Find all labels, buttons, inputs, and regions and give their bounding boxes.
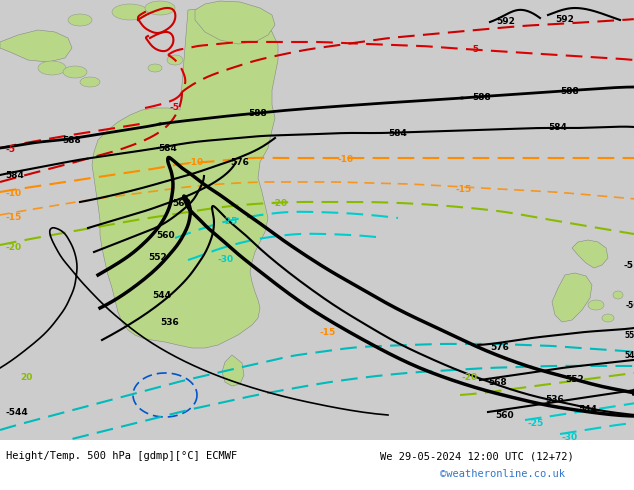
Text: -15: -15: [5, 213, 22, 222]
Text: -56: -56: [626, 301, 634, 310]
Text: 552: 552: [565, 375, 584, 384]
Text: -15: -15: [320, 328, 336, 337]
Ellipse shape: [80, 77, 100, 87]
Ellipse shape: [38, 61, 66, 75]
Polygon shape: [92, 8, 278, 348]
Ellipse shape: [145, 1, 175, 15]
Polygon shape: [222, 355, 244, 386]
Text: -25: -25: [222, 217, 238, 226]
Text: 588: 588: [560, 87, 579, 96]
Polygon shape: [572, 240, 608, 268]
Text: -20: -20: [272, 199, 288, 208]
Text: 588: 588: [248, 109, 267, 118]
Text: 552: 552: [148, 253, 167, 262]
Text: 584: 584: [388, 129, 407, 138]
Ellipse shape: [148, 64, 162, 72]
Text: 536: 536: [160, 318, 179, 327]
Text: -5: -5: [5, 145, 15, 154]
Text: 568: 568: [488, 378, 507, 387]
Text: 576: 576: [490, 343, 509, 352]
Text: -30: -30: [562, 433, 578, 442]
Text: -20: -20: [462, 373, 478, 382]
Text: 592: 592: [555, 15, 574, 24]
Text: 544: 544: [578, 405, 597, 414]
Text: -10: -10: [5, 189, 21, 198]
Polygon shape: [0, 30, 72, 62]
Text: Height/Temp. 500 hPa [gdmp][°C] ECMWF: Height/Temp. 500 hPa [gdmp][°C] ECMWF: [6, 451, 237, 461]
Ellipse shape: [112, 4, 148, 20]
Text: 560: 560: [495, 411, 514, 420]
Text: 560: 560: [156, 231, 174, 240]
Text: -10: -10: [188, 158, 204, 167]
Text: 584: 584: [5, 171, 24, 180]
Text: ©weatheronline.co.uk: ©weatheronline.co.uk: [440, 469, 565, 479]
Text: 588: 588: [62, 136, 81, 145]
Text: -25: -25: [528, 419, 544, 428]
Text: -544: -544: [5, 408, 28, 417]
Ellipse shape: [602, 314, 614, 322]
Text: 536: 536: [545, 395, 564, 404]
Text: -20: -20: [5, 243, 21, 252]
Ellipse shape: [63, 66, 87, 78]
Text: 544: 544: [152, 291, 171, 300]
Polygon shape: [552, 273, 592, 322]
Text: -5: -5: [470, 45, 480, 54]
Text: 584: 584: [548, 123, 567, 132]
Ellipse shape: [68, 14, 92, 26]
Ellipse shape: [613, 291, 623, 299]
Text: 576: 576: [230, 158, 249, 167]
Text: -15: -15: [455, 185, 471, 194]
Text: 584: 584: [158, 144, 177, 153]
Text: 544: 544: [624, 351, 634, 360]
Text: 588: 588: [472, 93, 491, 102]
Text: 20: 20: [20, 373, 32, 382]
Text: -30: -30: [218, 255, 234, 264]
Text: 592: 592: [496, 17, 515, 26]
Text: 552: 552: [624, 331, 634, 340]
Bar: [0, 440, 634, 490]
Text: -5: -5: [170, 103, 180, 112]
Text: -10: -10: [338, 155, 354, 164]
Ellipse shape: [588, 300, 604, 310]
Text: 568: 568: [172, 199, 191, 208]
Text: We 29-05-2024 12:00 UTC (12+72): We 29-05-2024 12:00 UTC (12+72): [380, 451, 574, 461]
Text: -5: -5: [624, 261, 634, 270]
Polygon shape: [195, 1, 275, 44]
Ellipse shape: [167, 55, 183, 65]
